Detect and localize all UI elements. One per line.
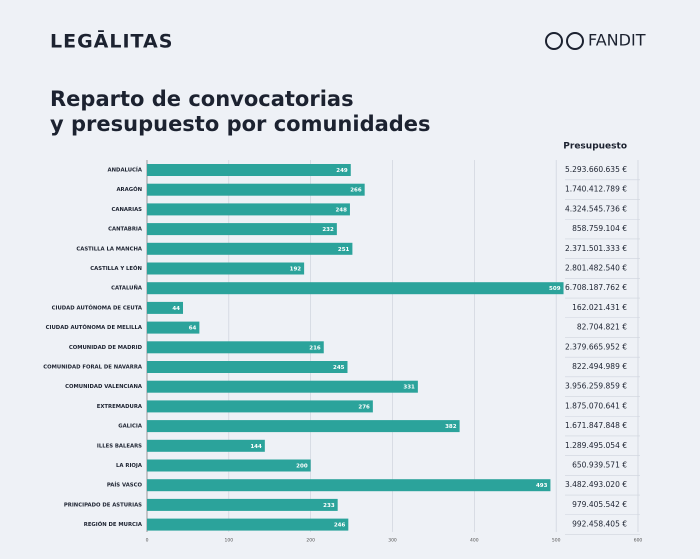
budget-value: 162.021.431 € <box>572 303 627 312</box>
x-tick-label: 200 <box>306 538 315 544</box>
budget-value: 858.759.104 € <box>572 224 627 233</box>
budget-value: 82.704.821 € <box>577 323 627 332</box>
x-tick-label: 100 <box>225 538 234 544</box>
bar <box>147 420 460 433</box>
budget-value: 1.875.070.641 € <box>565 401 627 410</box>
chart-title: Reparto de convocatorias <box>50 87 354 111</box>
budget-value: 4.324.545.736 € <box>565 204 627 213</box>
y-tick-label: CANARIAS <box>112 207 143 213</box>
y-tick-label: REGIÓN DE MURCIA <box>84 521 143 528</box>
y-tick-label: CIUDAD AUTÓNOMA DE MELILLA <box>46 324 143 331</box>
y-tick-label: ANDALUCÍA <box>108 166 143 174</box>
bar <box>147 400 373 413</box>
value-label: 276 <box>358 404 370 410</box>
y-tick-label: COMUNIDAD FORAL DE NAVARRA <box>43 365 143 371</box>
x-tick-label: 500 <box>552 538 561 544</box>
logo-icon <box>566 32 584 50</box>
bar <box>147 164 351 176</box>
budget-value: 1.671.847.848 € <box>565 421 627 430</box>
y-tick-label: PAÍS VASCO <box>107 481 143 489</box>
value-label: 44 <box>172 306 180 312</box>
y-tick-label: PRINCIPADO DE ASTURIAS <box>64 502 142 508</box>
y-tick-label: COMUNIDAD DE MADRID <box>69 345 143 351</box>
bar <box>147 242 353 255</box>
value-label: 192 <box>290 267 302 273</box>
bar <box>147 380 418 393</box>
y-tick-label: LA RIOJA <box>116 463 143 469</box>
value-label: 248 <box>335 207 347 213</box>
bar <box>147 479 551 492</box>
value-label: 251 <box>338 247 350 253</box>
logo-icon <box>545 32 563 50</box>
y-tick-label: GALICIA <box>118 424 143 430</box>
value-label: 64 <box>189 326 197 332</box>
budget-value: 1.740.412.789 € <box>565 185 627 194</box>
bar <box>147 341 324 354</box>
budget-value: 2.371.501.333 € <box>565 244 627 253</box>
value-label: 233 <box>323 503 335 509</box>
x-tick-label: 300 <box>388 538 397 544</box>
left-logo: LEGĀLITAS <box>50 30 173 53</box>
bar <box>147 518 349 531</box>
bar <box>147 301 184 314</box>
budget-value: 979.405.542 € <box>572 500 627 509</box>
bar <box>147 203 350 216</box>
y-tick-label: CANTABRIA <box>108 227 143 233</box>
y-tick-label: ILLES BALEARS <box>97 443 142 449</box>
y-tick-label: CASTILLA Y LEÓN <box>90 265 142 272</box>
budget-value: 3.482.493.020 € <box>565 480 627 489</box>
value-label: 246 <box>334 523 346 529</box>
value-label: 144 <box>250 444 262 450</box>
budget-header: Presupuesto <box>563 142 627 152</box>
bar <box>147 262 305 275</box>
bar <box>147 183 365 196</box>
y-tick-label: COMUNIDAD VALENCIANA <box>65 384 143 390</box>
bar <box>147 498 338 511</box>
budget-value: 1.289.495.054 € <box>565 441 627 450</box>
bar <box>147 321 200 334</box>
value-label: 509 <box>549 286 561 292</box>
budget-value: 3.956.259.859 € <box>565 382 627 391</box>
budget-value: 6.708.187.762 € <box>565 283 627 292</box>
bar <box>147 439 265 452</box>
value-label: 200 <box>296 464 308 470</box>
y-tick-label: ARAGÓN <box>116 186 142 193</box>
bar <box>147 223 337 236</box>
value-label: 266 <box>350 188 362 194</box>
right-logo: FANDIT <box>588 31 646 50</box>
budget-value: 5.293.660.635 € <box>565 165 627 174</box>
x-tick-label: 0 <box>146 538 149 544</box>
budget-value: 992.458.405 € <box>572 520 627 529</box>
value-label: 493 <box>536 483 548 489</box>
value-label: 232 <box>322 227 334 233</box>
bar <box>147 282 564 295</box>
x-tick-label: 600 <box>634 538 643 544</box>
value-label: 382 <box>445 424 457 430</box>
budget-value: 822.494.989 € <box>572 362 627 371</box>
y-tick-label: EXTREMADURA <box>97 404 143 410</box>
value-label: 249 <box>336 168 348 174</box>
value-label: 216 <box>309 345 321 351</box>
value-label: 245 <box>333 365 345 371</box>
y-tick-label: CASTILLA LA MANCHA <box>76 246 143 252</box>
budget-value: 650.939.571 € <box>572 461 627 470</box>
value-label: 331 <box>403 385 415 391</box>
y-tick-label: CIUDAD AUTÓNOMA DE CEUTA <box>52 304 143 311</box>
budget-value: 2.801.482.540 € <box>565 264 627 273</box>
bar <box>147 459 311 472</box>
bar <box>147 361 348 373</box>
x-tick-label: 400 <box>470 538 479 544</box>
y-tick-label: CATALUÑA <box>111 285 143 292</box>
chart-title: y presupuesto por comunidades <box>50 112 431 136</box>
budget-value: 2.379.665.952 € <box>565 342 627 351</box>
